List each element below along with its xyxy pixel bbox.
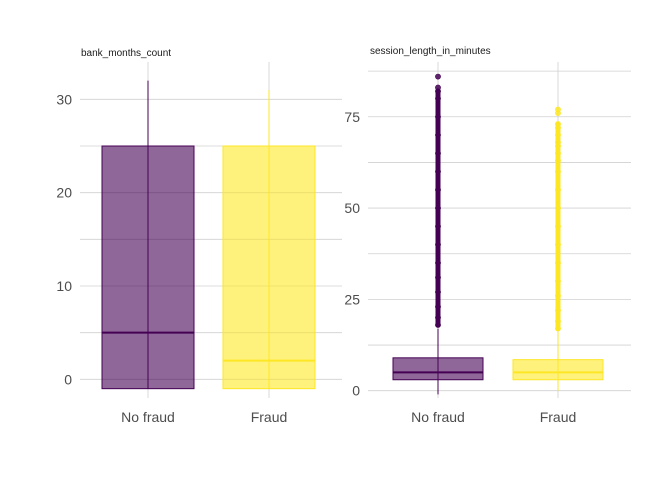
box-rect: [101, 145, 195, 390]
x-category-label: No fraud: [411, 409, 465, 425]
y-tick-label: 30: [56, 91, 72, 107]
x-category-label: Fraud: [251, 409, 288, 425]
y-tick-label: 0: [64, 371, 72, 387]
y-tick-label: 0: [352, 383, 360, 399]
y-tick-label: 75: [344, 109, 360, 125]
y-tick-label: 20: [56, 185, 72, 201]
y-tick-label: 10: [56, 278, 72, 294]
y-tick-label: 50: [344, 200, 360, 216]
outlier-point: [435, 73, 441, 80]
x-category-label: No fraud: [121, 409, 175, 425]
y-tick-label: 25: [344, 291, 360, 307]
x-category-label: Fraud: [540, 409, 577, 425]
panel-title: bank_months_count: [81, 48, 171, 59]
outlier-point: [555, 106, 561, 113]
box-rect: [392, 357, 484, 381]
box-rect: [512, 359, 604, 381]
panel-title: session_length_in_minutes: [370, 46, 491, 57]
box-rect: [222, 145, 316, 390]
